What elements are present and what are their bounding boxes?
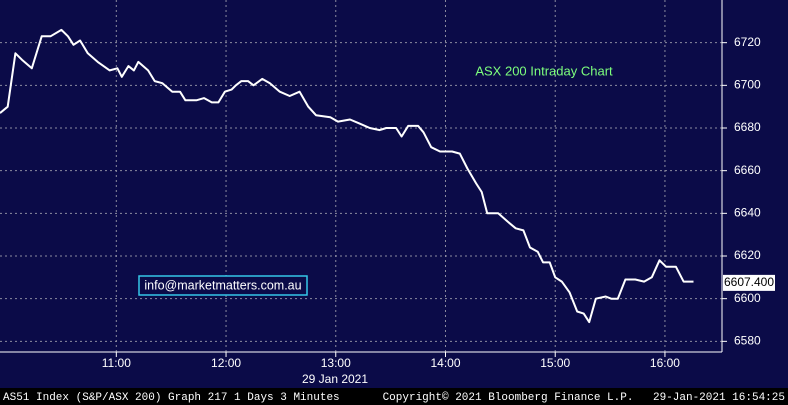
last-value-label: 6607.400 [724, 275, 774, 289]
x-tick-label: 11:00 [102, 356, 131, 370]
footer-left: AS51 Index (S&P/ASX 200) Graph 217 1 Day… [3, 392, 340, 404]
y-tick-label: 6640 [734, 206, 761, 220]
footer-right: 29-Jan-2021 16:54:25 [653, 392, 785, 404]
background [0, 0, 788, 388]
x-axis-label: 29 Jan 2021 [302, 372, 368, 386]
chart-title: ASX 200 Intraday Chart [475, 63, 613, 78]
annotation-box [138, 275, 308, 296]
last-value-box [723, 274, 775, 291]
y-tick-label: 6620 [734, 248, 761, 262]
x-tick-label: 15:00 [540, 356, 570, 370]
x-tick-label: 12:00 [211, 356, 241, 370]
x-tick-label: 13:00 [321, 356, 351, 370]
x-tick-label: 16:00 [650, 356, 680, 370]
y-tick-label: 6660 [734, 163, 761, 177]
y-tick-label: 6720 [734, 35, 761, 49]
y-tick-label: 6680 [734, 120, 761, 134]
footer-bar [0, 388, 788, 405]
y-tick-label: 6580 [734, 334, 761, 348]
price-line [0, 28, 694, 324]
grid [0, 0, 722, 352]
x-tick-label: 14:00 [430, 356, 460, 370]
y-tick-label: 6600 [734, 291, 761, 305]
footer-center: Copyright© 2021 Bloomberg Finance L.P. [383, 392, 634, 404]
y-tick-label: 6700 [734, 78, 761, 92]
annotation: info@marketmatters.com.au [144, 278, 301, 292]
